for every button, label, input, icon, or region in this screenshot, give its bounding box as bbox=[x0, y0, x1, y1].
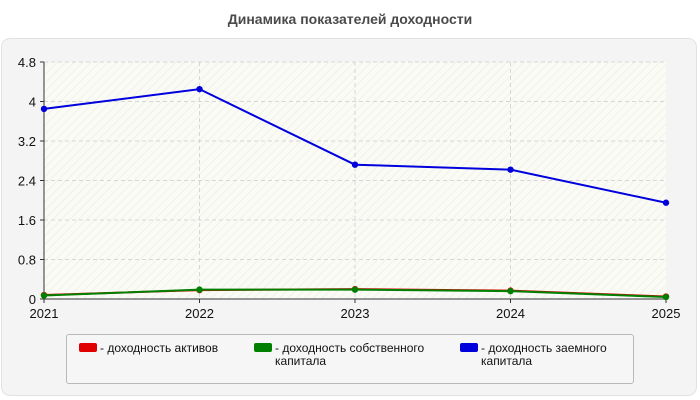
series-layer bbox=[40, 85, 670, 301]
legend: - доходность активов - доходность собстве… bbox=[66, 334, 634, 384]
legend-label: - доходность активов bbox=[100, 341, 219, 355]
x-tick-label: 2022 bbox=[185, 306, 214, 321]
data-point bbox=[351, 286, 359, 293]
y-tick-label: 4 bbox=[29, 95, 36, 110]
y-tick-label: 2.4 bbox=[18, 174, 36, 189]
data-point bbox=[196, 286, 203, 293]
y-tick-label: 4.8 bbox=[18, 55, 36, 70]
grid bbox=[44, 61, 666, 299]
chart-title: Динамика показателей доходности bbox=[227, 11, 473, 27]
x-tick-label: 2024 bbox=[496, 306, 525, 321]
x-tick-label: 2023 bbox=[341, 306, 370, 321]
legend-label: - доходность собственного капитала bbox=[275, 341, 425, 368]
data-point bbox=[507, 166, 514, 173]
x-tick-label: 2021 bbox=[30, 306, 59, 321]
legend-label: - доходность заемного капитала bbox=[481, 341, 607, 368]
data-point bbox=[351, 161, 359, 168]
y-tick-label: 0.8 bbox=[18, 253, 36, 268]
legend-swatch bbox=[254, 343, 272, 352]
legend-swatch bbox=[460, 343, 478, 352]
y-tick-label: 0 bbox=[29, 292, 36, 307]
legend-swatch bbox=[79, 343, 97, 352]
y-tick-label: 3.2 bbox=[18, 134, 36, 149]
y-tick-label: 1.6 bbox=[18, 213, 36, 228]
data-point bbox=[40, 105, 48, 113]
axes: 0 0.8 1.6 2.4 3.2 4 4.8 2021 2022 2023 2024 2025 bbox=[18, 55, 681, 321]
x-tick-label: 2025 bbox=[652, 306, 681, 321]
data-point bbox=[40, 292, 48, 299]
data-point bbox=[662, 199, 670, 206]
data-point bbox=[507, 287, 514, 295]
data-point bbox=[662, 293, 670, 301]
data-point bbox=[196, 85, 203, 93]
